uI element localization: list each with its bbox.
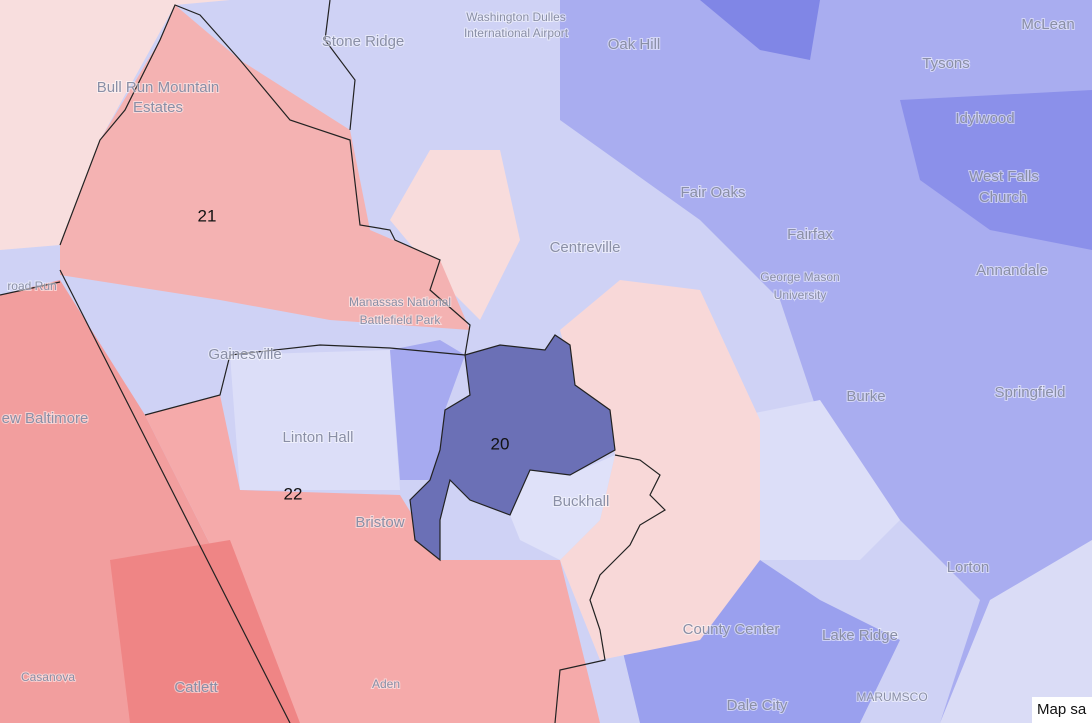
place-label: Burke (846, 388, 885, 405)
boundary-line (0, 269, 291, 723)
place-label: Church (979, 189, 1027, 206)
place-label: Manassas National (349, 295, 451, 309)
place-label: Catlett (174, 679, 218, 696)
place-label: George Mason (760, 270, 839, 284)
place-label: Idylwood (955, 110, 1014, 127)
district-label: 20 (491, 434, 510, 453)
place-label: Buckhall (553, 493, 610, 510)
region (110, 540, 300, 723)
boundary-line (144, 344, 466, 416)
region (60, 5, 470, 330)
district-area (409, 334, 616, 562)
boundary-line (59, 4, 471, 356)
place-label: Fair Oaks (680, 184, 745, 201)
place-label: International Airport (464, 26, 569, 40)
place-label: Annandale (976, 262, 1048, 279)
place-label: Centreville (550, 239, 621, 256)
district-label: 21 (198, 206, 217, 225)
place-label: Dale City (727, 697, 788, 714)
region (0, 0, 230, 250)
place-label: MARUMSCO (856, 690, 927, 704)
place-label: Battlefield Park (360, 313, 442, 327)
place-label: Bull Run Mountain (97, 79, 220, 96)
place-label: University (774, 288, 827, 302)
region (390, 340, 465, 480)
place-label: Springfield (995, 384, 1066, 401)
region (510, 455, 615, 560)
labels: Washington Dulles International Airport St… (1, 9, 1076, 715)
place-label: Lake Ridge (822, 627, 898, 644)
place-label: Casanova (21, 670, 75, 684)
place-label: Gainesville (208, 346, 281, 363)
place-label: Aden (372, 677, 400, 691)
region (700, 0, 820, 60)
place-label: Oak Hill (608, 36, 661, 53)
place-label: Bristow (355, 514, 404, 531)
attribution: Map sa (1037, 701, 1087, 718)
place-label: Lorton (947, 559, 990, 576)
region (390, 150, 520, 320)
district-label: 22 (284, 484, 303, 503)
boundary-line (324, 0, 356, 131)
place-label: West Falls (969, 168, 1039, 185)
place-label: Fairfax (787, 226, 833, 243)
region (940, 540, 1092, 723)
place-label: Estates (133, 99, 183, 116)
place-label: McLean (1021, 16, 1074, 33)
region (720, 400, 900, 560)
place-label: Tysons (922, 55, 970, 72)
boundary-line (554, 454, 666, 723)
place-label: County Center (683, 621, 780, 638)
place-label: Washington Dulles (466, 10, 566, 24)
place-label: road Run (7, 279, 56, 293)
region (900, 90, 1092, 250)
attribution-box (1032, 697, 1092, 723)
boundaries (0, 0, 666, 723)
place-label: ew Baltimore (2, 410, 89, 427)
place-label: Stone Ridge (322, 33, 405, 50)
place-label: Linton Hall (283, 429, 354, 446)
region (230, 350, 400, 490)
